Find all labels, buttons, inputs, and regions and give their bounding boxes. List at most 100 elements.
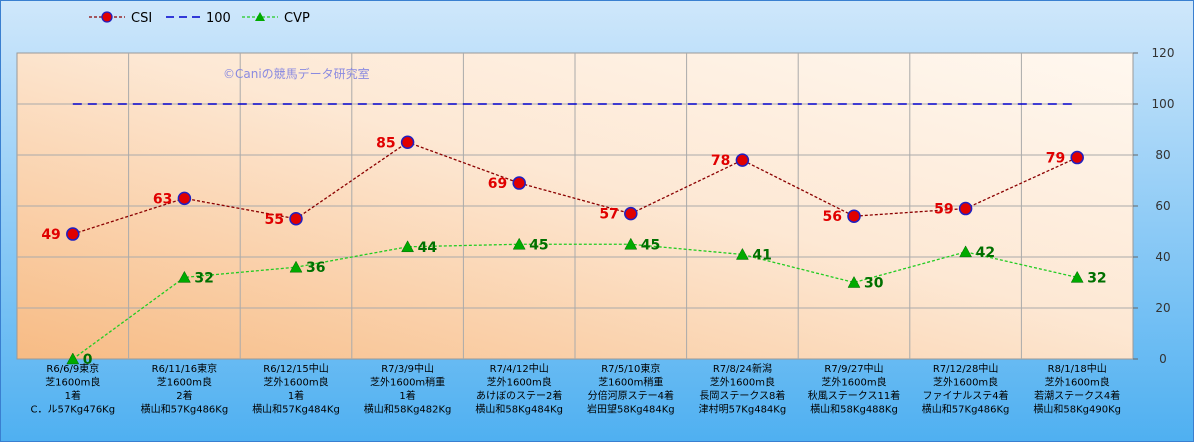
x-tick-label: R8/1/18中山芝外1600m良若潮ステークス4着横山和58Kg490Kg [1033, 362, 1121, 416]
legend-csi-marker [101, 11, 113, 23]
y-tick-label: 40 [1155, 250, 1170, 264]
x-tick-label-line: 横山和58Kg484Kg [475, 403, 563, 416]
x-tick-label: R6/12/15中山芝外1600m良 1着横山和57Kg484Kg [252, 362, 340, 416]
csi-point [735, 153, 750, 167]
x-tick-label-line: 2着 [176, 389, 192, 402]
cvp-point [624, 237, 638, 250]
watermark-text: ©Caniの競馬データ研究室 [223, 66, 370, 81]
x-tick-label-line: 芝外1600m良 [1045, 376, 1110, 389]
x-tick-label-line: 芝外1600m稍重 [370, 376, 445, 389]
y-tick-label: 120 [1152, 46, 1175, 60]
csi-data-label: 78 [711, 153, 730, 169]
x-tick-label: R6/11/16東京芝1600m良 2着横山和57Kg486Kg [141, 362, 229, 416]
cvp-data-label: 45 [641, 237, 660, 253]
x-tick-label-line: R6/11/16東京 [152, 362, 218, 375]
csi-data-label: 55 [265, 212, 284, 228]
x-tick-label-line: 1着 [399, 389, 415, 402]
x-tick-label-line: R7/9/27中山 [824, 362, 883, 375]
csi-point [400, 135, 415, 149]
x-tick-label-line: 芝1600m良 [45, 376, 100, 389]
x-tick-label-line: 1着 [288, 389, 304, 402]
cvp-data-label: 36 [306, 260, 325, 276]
cvp-point [401, 240, 415, 253]
x-tick-label-line: 長岡ステークス8着 [699, 389, 785, 402]
x-tick-label-line: 芝外1600m良 [487, 376, 552, 389]
series-layer: 0 32 36 44 45 45 41 30 42 32 49 63 55 85 69 57 78 56 59 79 [41, 103, 1107, 368]
legend: CSI 100 CVP [89, 11, 310, 26]
x-tick-label-line: あけぼのステー2着 [476, 389, 562, 402]
x-tick-label: R7/8/24新潟芝外1600m良長岡ステークス8着津村明57Kg484Kg [699, 362, 787, 416]
series-csi-line [72, 141, 1078, 235]
x-tick-label-line: R6/6/9東京 [46, 362, 99, 375]
x-tick-label-line: R8/1/18中山 [1048, 362, 1107, 375]
y-tick-label: 80 [1155, 148, 1170, 162]
csi-data-label: 79 [1046, 151, 1065, 167]
csi-point [66, 227, 80, 241]
x-tick-label-line: ファイナルステ4着 [923, 389, 1009, 402]
y-tick-label: 20 [1155, 301, 1170, 315]
series-cvp-line [72, 243, 1078, 360]
x-tick-label-line: 芝1600m良 [157, 376, 212, 389]
cvp-data-label: 44 [418, 240, 438, 256]
x-tick-label-line: 芝外1600m良 [263, 376, 328, 389]
cvp-data-label: 45 [529, 237, 548, 253]
x-tick-label-line: 1着 [65, 389, 81, 402]
x-tick-label-line: 芝外1600m良 [933, 376, 998, 389]
cvp-point [847, 275, 861, 288]
csi-point [1070, 150, 1084, 165]
x-axis-labels: R6/6/9東京芝1600m良 1着 C．ル57Kg476KgR6/11/16東京芝… [30, 362, 1121, 416]
csi-point [289, 212, 303, 226]
x-tick-label-line: R7/3/9中山 [381, 362, 434, 375]
x-tick-label-line: C．ル57Kg476Kg [30, 405, 115, 416]
cvp-data-label: 42 [976, 245, 995, 261]
x-tick-label-line: R7/12/28中山 [933, 362, 999, 375]
x-tick-label-line: 横山和58Kg488Kg [810, 403, 898, 416]
x-tick-label-line: 芝外1600m良 [710, 376, 775, 389]
x-tick-label: R7/4/12中山芝外1600m良あけぼのステー2着横山和58Kg484Kg [475, 362, 563, 416]
cvp-data-label: 41 [752, 247, 771, 263]
cvp-point [289, 260, 303, 273]
legend-csi-label: CSI [131, 11, 152, 26]
x-tick-label-line: 津村明57Kg484Kg [699, 403, 787, 416]
cvp-point [959, 245, 973, 258]
cvp-data-label: 32 [1087, 270, 1106, 286]
legend-100-label: 100 [206, 11, 231, 26]
csi-point [847, 209, 861, 223]
csi-data-label: 56 [823, 209, 842, 225]
x-tick-label-line: 岩田望58Kg484Kg [587, 403, 675, 416]
csi-data-label: 57 [599, 207, 618, 223]
y-axis-ticks: 0 20 40 60 80 100 120 [1133, 46, 1174, 366]
csi-point [177, 191, 192, 206]
csi-data-label: 59 [934, 202, 953, 218]
x-tick-label-line: 横山和57Kg484Kg [252, 403, 340, 416]
csi-data-label: 69 [488, 176, 507, 192]
csi-point [512, 176, 526, 190]
x-tick-label-line: 分倍河原ステー4着 [588, 389, 674, 402]
cvp-point [735, 247, 749, 260]
legend-cvp-marker [255, 12, 265, 21]
cvp-data-label: 0 [83, 352, 93, 368]
x-tick-label-line: R7/5/10東京 [601, 362, 660, 375]
csi-point [958, 201, 973, 216]
cvp-point [1070, 270, 1084, 283]
x-tick-label-line: R7/8/24新潟 [713, 362, 772, 375]
y-tick-label: 100 [1152, 97, 1175, 111]
csi-data-label: 63 [153, 191, 172, 207]
x-tick-label: R7/3/9中山芝外1600m稍重 1着横山和58Kg482Kg [364, 362, 452, 416]
csi-data-label: 85 [376, 135, 395, 151]
x-tick-label-line: 秋風ステークス11着 [808, 389, 900, 402]
csi-point [624, 206, 638, 221]
x-tick-label: R7/5/10東京芝1600m稍重分倍河原ステー4着岩田望58Kg484Kg [587, 362, 675, 416]
x-tick-label-line: 横山和57Kg486Kg [922, 403, 1010, 416]
cvp-point [177, 270, 191, 283]
x-tick-label: R7/9/27中山芝外1600m良秋風ステークス11着横山和58Kg488Kg [808, 362, 900, 416]
x-tick-label: R6/6/9東京芝1600m良 1着 C．ル57Kg476Kg [30, 362, 115, 416]
cvp-data-label: 32 [194, 270, 213, 286]
y-tick-label: 60 [1155, 199, 1170, 213]
cvp-point [512, 237, 526, 250]
x-tick-label-line: R6/12/15中山 [263, 362, 329, 375]
x-tick-label: R7/12/28中山芝外1600m良ファイナルステ4着横山和57Kg486Kg [922, 362, 1010, 416]
y-tick-label: 0 [1159, 352, 1167, 366]
